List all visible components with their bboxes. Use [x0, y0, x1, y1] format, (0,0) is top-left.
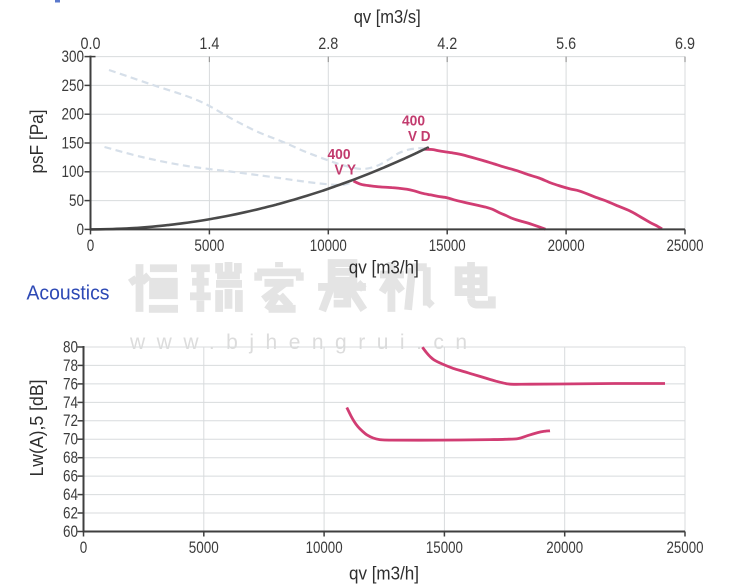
svg-text:60: 60: [63, 523, 78, 541]
svg-text:0.0: 0.0: [81, 35, 101, 53]
svg-text:74: 74: [63, 394, 78, 412]
svg-text:0: 0: [87, 237, 95, 255]
svg-text:200: 200: [62, 106, 85, 124]
svg-text:qv [m3/h]: qv [m3/h]: [349, 563, 419, 583]
svg-text:qv [m3/h]: qv [m3/h]: [349, 257, 419, 277]
svg-text:64: 64: [63, 486, 78, 504]
svg-text:300: 300: [62, 48, 85, 66]
svg-text:15000: 15000: [429, 237, 466, 255]
svg-text:2.8: 2.8: [318, 35, 338, 53]
svg-text:25000: 25000: [667, 539, 704, 557]
svg-text:400: 400: [402, 113, 425, 130]
svg-text:10000: 10000: [306, 539, 343, 557]
svg-text:250: 250: [62, 77, 85, 95]
svg-text:www.bjhengrui.cn: www.bjhengrui.cn: [129, 331, 479, 354]
svg-text:psF [Pa]: psF [Pa]: [27, 110, 47, 174]
svg-text:6.9: 6.9: [675, 35, 695, 53]
svg-text:150: 150: [62, 134, 85, 152]
svg-text:15000: 15000: [426, 539, 463, 557]
svg-text:70: 70: [63, 431, 78, 449]
svg-text:66: 66: [63, 468, 78, 486]
svg-text:5000: 5000: [194, 237, 224, 255]
svg-text:100: 100: [62, 163, 85, 181]
svg-text:5000: 5000: [189, 539, 219, 557]
svg-text:76: 76: [63, 375, 78, 393]
svg-text:25000: 25000: [667, 237, 704, 255]
svg-text:5.6: 5.6: [556, 35, 576, 53]
svg-text:V D: V D: [408, 128, 431, 145]
svg-text:Lw(A),5 [dB]: Lw(A),5 [dB]: [27, 380, 47, 477]
svg-text:400: 400: [328, 146, 351, 163]
svg-text:Acoustics: Acoustics: [27, 282, 110, 305]
svg-text:72: 72: [63, 412, 78, 430]
svg-text:50: 50: [69, 192, 84, 210]
svg-text:20000: 20000: [548, 237, 585, 255]
svg-text:80: 80: [63, 338, 78, 356]
svg-text:1.4: 1.4: [199, 35, 219, 53]
svg-text:0: 0: [77, 221, 85, 239]
svg-text:20000: 20000: [546, 539, 583, 557]
svg-text:62: 62: [63, 504, 78, 522]
svg-text:10000: 10000: [310, 237, 347, 255]
svg-text:78: 78: [63, 357, 78, 375]
svg-text:V Y: V Y: [335, 161, 357, 178]
svg-text:68: 68: [63, 449, 78, 467]
svg-text:0: 0: [80, 539, 88, 557]
svg-text:4.2: 4.2: [437, 35, 457, 53]
svg-text:qv [m3/s]: qv [m3/s]: [354, 7, 421, 27]
